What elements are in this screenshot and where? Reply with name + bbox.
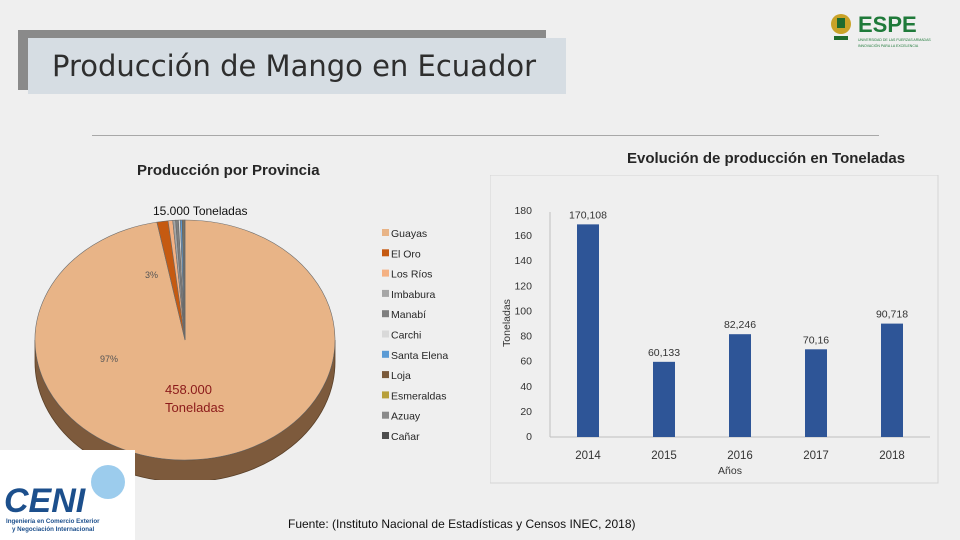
bar-2018	[881, 323, 903, 437]
legend-swatch-6	[382, 350, 389, 358]
espe-logo-text: ESPE	[858, 12, 917, 37]
legend-label-3: Imbabura	[391, 289, 436, 301]
legend-swatch-7	[382, 371, 389, 379]
data-label-2014: 170,108	[569, 209, 607, 221]
bar-2016	[729, 334, 751, 437]
page-title: Producción de Mango en Ecuador	[28, 38, 566, 94]
y-tick-label-0: 0	[526, 431, 532, 443]
divider	[92, 135, 879, 136]
legend-label-10: Cañar	[391, 431, 420, 443]
bar-2014	[577, 224, 599, 437]
legend-label-7: Loja	[391, 370, 411, 382]
y-tick-label-2: 40	[520, 381, 532, 393]
y-tick-label-5: 100	[514, 305, 532, 317]
y-tick-label-4: 80	[520, 331, 532, 343]
left-section-title: Producción por Provincia	[137, 162, 320, 179]
data-label-2015: 60,133	[648, 347, 680, 359]
y-tick-label-1: 20	[520, 406, 532, 418]
pie-annotation-guayas-2: Toneladas	[165, 400, 225, 415]
y-axis-title: Toneladas	[501, 299, 513, 347]
source-note: Fuente: (Instituto Nacional de Estadísti…	[288, 517, 636, 531]
ceni-logo-sub2: y Negociación Internacional	[12, 526, 94, 533]
ceni-logo-sub1: Ingeniería en Comercio Exterior	[6, 518, 100, 525]
legend-label-4: Manabí	[391, 309, 426, 321]
legend-label-8: Esmeraldas	[391, 390, 446, 402]
ceni-logo: CENI Ingeniería en Comercio Exterior y N…	[0, 450, 135, 540]
data-label-2016: 82,246	[724, 319, 756, 331]
legend-swatch-10	[382, 432, 389, 439]
legend-label-2: Los Ríos	[391, 269, 432, 281]
data-label-2018: 90,718	[876, 309, 908, 321]
bar-2017	[805, 349, 827, 437]
y-tick-label-6: 120	[514, 280, 532, 292]
x-tick-label-2017: 2017	[803, 450, 829, 462]
espe-crest-icon	[831, 14, 851, 40]
bar-chart-frame	[490, 175, 939, 484]
legend-swatch-2	[382, 269, 389, 277]
data-label-2017: 70,16	[803, 334, 829, 346]
x-axis-title: Años	[718, 465, 742, 477]
globe-icon	[91, 465, 125, 499]
legend-swatch-8	[382, 391, 389, 399]
legend-swatch-4	[382, 310, 389, 318]
espe-logo: ESPE UNIVERSIDAD DE LAS FUERZAS ARMADAS …	[831, 12, 931, 48]
legend-swatch-1	[382, 249, 389, 257]
pie-chart: 3% 97% 15.000 Toneladas 458.000 Toneladas Gua…	[34, 204, 448, 480]
legend-label-1: El Oro	[391, 248, 421, 260]
x-tick-label-2018: 2018	[879, 450, 905, 462]
espe-logo-sub1: UNIVERSIDAD DE LAS FUERZAS ARMADAS	[858, 38, 931, 42]
right-section-title: Evolución de producción en Toneladas	[627, 150, 906, 167]
legend-label-0: Guayas	[391, 228, 427, 240]
x-tick-label-2014: 2014	[575, 450, 601, 462]
pie-pct-label-guayas: 97%	[100, 354, 118, 364]
bar-2015	[653, 361, 675, 437]
y-tick-label-9: 180	[514, 205, 532, 217]
pie-annotation-guayas-1: 458.000	[165, 382, 212, 397]
legend-swatch-3	[382, 289, 389, 297]
legend-swatch-5	[382, 330, 389, 338]
pie-annotation-minor: 15.000 Toneladas	[153, 204, 248, 218]
espe-logo-sub2: INNOVACIÓN PARA LA EXCELENCIA	[858, 43, 919, 48]
x-tick-label-2015: 2015	[651, 450, 677, 462]
y-tick-label-7: 140	[514, 255, 532, 267]
pie-pct-label-minor: 3%	[145, 270, 158, 280]
bar-chart: 180 160 140 120 100 80 60 40 20 0 Toneladas 170,108…	[490, 175, 939, 484]
legend-label-5: Carchi	[391, 330, 421, 342]
ceni-logo-text: CENI	[4, 482, 87, 520]
legend-label-6: Santa Elena	[391, 350, 448, 362]
y-tick-label-8: 160	[514, 230, 532, 242]
legend-label-9: Azuay	[391, 411, 421, 423]
legend-swatch-0	[382, 229, 389, 236]
x-tick-label-2016: 2016	[727, 450, 753, 462]
legend-swatch-9	[382, 411, 389, 419]
y-tick-label-3: 60	[520, 356, 532, 368]
